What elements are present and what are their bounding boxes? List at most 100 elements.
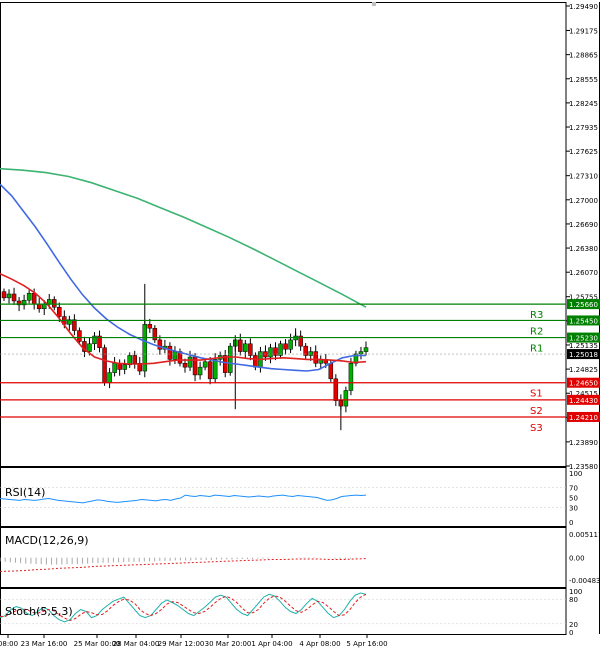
stoch-y-tick-label: 80 (569, 596, 578, 604)
candle-body (6, 293, 12, 299)
candle-body (47, 299, 52, 305)
price-y-tick-label: 1.28865 (569, 52, 598, 60)
candle-body (273, 347, 278, 356)
pane-frame-stoch (0, 588, 567, 635)
level-price-text: 1.24430 (569, 397, 598, 405)
stoch-y-tick-label: 20 (569, 621, 578, 629)
candle-body (283, 343, 288, 350)
candle-body (107, 372, 112, 383)
level-price-text: 1.25230 (569, 335, 598, 343)
level-price-text: 1.24650 (569, 380, 598, 388)
candle-body (77, 330, 82, 342)
price-y-tick-label: 1.23580 (569, 463, 598, 471)
price-y-tick-label: 1.29175 (569, 28, 598, 36)
candle-body (222, 355, 228, 373)
candle-body (16, 300, 22, 306)
rsi-y-tick-label: 100 (569, 470, 582, 478)
candle-body (172, 351, 178, 360)
price-y-tick-label: 1.24825 (569, 366, 598, 374)
price-y-tick-label: 1.25755 (569, 294, 598, 302)
candle-body (152, 327, 158, 341)
rsi-line (0, 494, 367, 504)
candle-body (253, 355, 258, 368)
candle-body (122, 364, 127, 370)
candle-body (52, 299, 57, 308)
ma-mid-line (0, 183, 366, 372)
x-tick-label: 28 Mar 04:00 (113, 640, 160, 648)
candle-body (212, 359, 218, 380)
candle-body (127, 355, 132, 366)
price-y-tick-label: 1.26380 (569, 245, 598, 253)
macd-title: MACD(12,26,9) (5, 534, 89, 547)
candle-body (72, 319, 77, 331)
price-y-tick-label: 1.27310 (569, 173, 598, 181)
candle-body (11, 293, 17, 302)
candle-body (112, 363, 117, 373)
macd-y-tick-label: 0.00 (569, 555, 585, 563)
candle-body (147, 324, 153, 329)
candle-body (197, 366, 203, 376)
candle-body (268, 347, 273, 358)
candle-body (87, 343, 92, 352)
level-price-box (567, 315, 600, 326)
candle-body (57, 306, 62, 317)
price-y-tick-label: 1.29490 (569, 3, 598, 11)
candle-body (363, 347, 369, 352)
candle-body (343, 390, 349, 407)
candle-body (328, 363, 334, 380)
candle-body (358, 351, 364, 355)
candle-body (26, 292, 32, 301)
x-tick-label: 08:00 (0, 640, 18, 648)
candle-body (36, 303, 42, 310)
macd-y-tick-label: 0.005111 (569, 531, 600, 539)
candle-body (187, 356, 193, 368)
candle-body (67, 319, 72, 325)
level-label-s1: S1 (530, 389, 543, 400)
candle-body (31, 292, 37, 305)
candle-body (298, 335, 303, 347)
level-label-r3: R3 (530, 310, 543, 321)
price-y-tick-label: 1.27625 (569, 148, 598, 156)
price-y-tick-label: 1.23890 (569, 439, 598, 447)
price-y-tick-label: 1.26070 (569, 269, 598, 277)
candle-body (228, 345, 233, 373)
candle-body (182, 363, 188, 368)
stoch-title: Stoch(5,5,3) (5, 605, 73, 618)
candle-body (102, 347, 107, 383)
candle-body (348, 363, 354, 391)
level-price-box (567, 377, 600, 388)
pane-frame-rsi (0, 467, 567, 527)
current-price-box (567, 349, 600, 360)
candle-body (1, 291, 7, 299)
level-price-text: 1.25450 (569, 317, 598, 325)
candle-body (202, 361, 208, 368)
level-label-s2: S2 (530, 406, 543, 417)
candle-body (97, 335, 102, 348)
level-label-r2: R2 (530, 326, 543, 337)
candle-body (238, 339, 243, 352)
candle-body (157, 339, 163, 350)
stoch-main-line (0, 592, 367, 623)
candle-body (167, 345, 173, 360)
level-price-box (567, 332, 600, 343)
macd-signal-line (0, 558, 367, 572)
x-tick-label: 25 Mar 00:00 (74, 640, 121, 648)
level-price-box (567, 411, 600, 422)
price-y-tick-label: 1.28245 (569, 100, 598, 108)
price-y-tick-label: 1.28555 (569, 76, 598, 84)
x-tick-label: 23 Mar 16:00 (21, 640, 68, 648)
level-price-box (567, 394, 600, 405)
candle-body (288, 339, 293, 350)
x-tick-label: 4 Apr 08:00 (299, 640, 340, 648)
candle-body (278, 343, 283, 356)
level-price-text: 1.25660 (569, 301, 598, 309)
rsi-y-tick-label: 70 (569, 485, 578, 493)
price-y-tick-label: 1.26690 (569, 221, 598, 229)
candle-body (308, 351, 313, 356)
rsi-y-tick-label: 30 (569, 504, 578, 512)
stoch-y-tick-label: 0 (569, 629, 573, 637)
candle-body (303, 345, 308, 356)
stoch-signal-line (0, 593, 367, 622)
macd-y-tick-label: -0.004835 (569, 577, 600, 585)
